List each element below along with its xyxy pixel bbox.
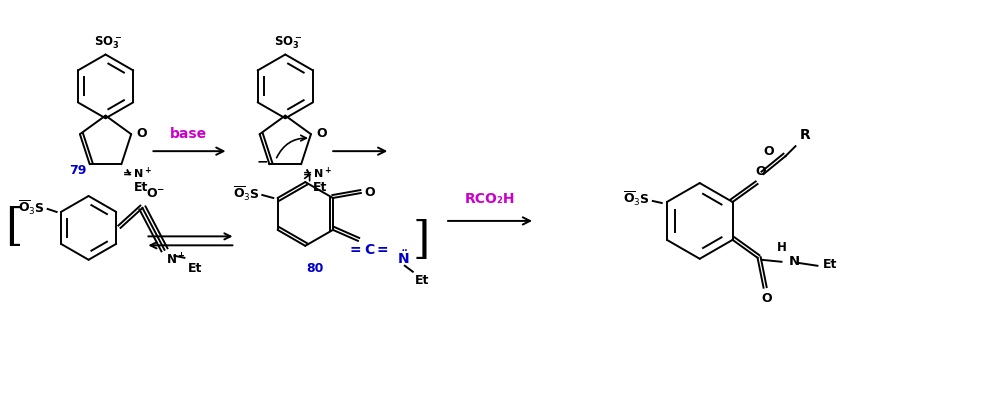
Text: $\mathbf{=C=}$: $\mathbf{=C=}$ — [347, 243, 388, 257]
Text: Et: Et — [414, 274, 429, 287]
Text: $\mathbf{=N^+}$: $\mathbf{=N^+}$ — [121, 165, 152, 181]
Text: $\mathbf{\ddot{N}}$: $\mathbf{\ddot{N}}$ — [396, 249, 409, 267]
Text: [: [ — [5, 206, 22, 249]
Text: $\mathbf{SO_3^-}$: $\mathbf{SO_3^-}$ — [274, 34, 303, 51]
Text: Et: Et — [133, 181, 147, 194]
Text: Et: Et — [187, 262, 202, 275]
Text: O: O — [364, 185, 374, 198]
Text: O: O — [763, 145, 774, 158]
Text: Et: Et — [313, 181, 328, 194]
Text: O: O — [761, 292, 772, 305]
Text: O: O — [136, 127, 146, 140]
Text: $\mathbf{N^+}$: $\mathbf{N^+}$ — [166, 252, 186, 267]
Text: O: O — [316, 127, 327, 140]
Text: $\overline{\mathbf{O}}_3\mathbf{S}$: $\overline{\mathbf{O}}_3\mathbf{S}$ — [623, 190, 649, 208]
Text: O: O — [755, 165, 766, 178]
Text: Et: Et — [823, 258, 837, 271]
Text: RCO₂H: RCO₂H — [465, 192, 515, 206]
Text: base: base — [170, 127, 207, 141]
Text: $\mathbf{SO_3^-}$: $\mathbf{SO_3^-}$ — [95, 34, 123, 51]
Text: ]: ] — [412, 219, 429, 263]
Text: 80: 80 — [307, 262, 324, 275]
Text: O$^{\mathbf{-}}$: O$^{\mathbf{-}}$ — [146, 187, 165, 200]
Text: $\mathbf{-}$: $\mathbf{-}$ — [256, 153, 269, 167]
Text: H: H — [777, 241, 787, 254]
Text: 79: 79 — [69, 164, 87, 177]
Text: $\overline{\mathbf{O}}_3\mathbf{S}$: $\overline{\mathbf{O}}_3\mathbf{S}$ — [18, 199, 45, 217]
Text: R: R — [800, 128, 810, 142]
Text: $\mathbf{=N^+}$: $\mathbf{=N^+}$ — [300, 165, 333, 181]
Text: $\mathbf{\overset{}{N}}$: $\mathbf{\overset{}{N}}$ — [788, 253, 800, 268]
Text: $\overline{\mathbf{O}}_3\mathbf{S}$: $\overline{\mathbf{O}}_3\mathbf{S}$ — [233, 185, 259, 203]
